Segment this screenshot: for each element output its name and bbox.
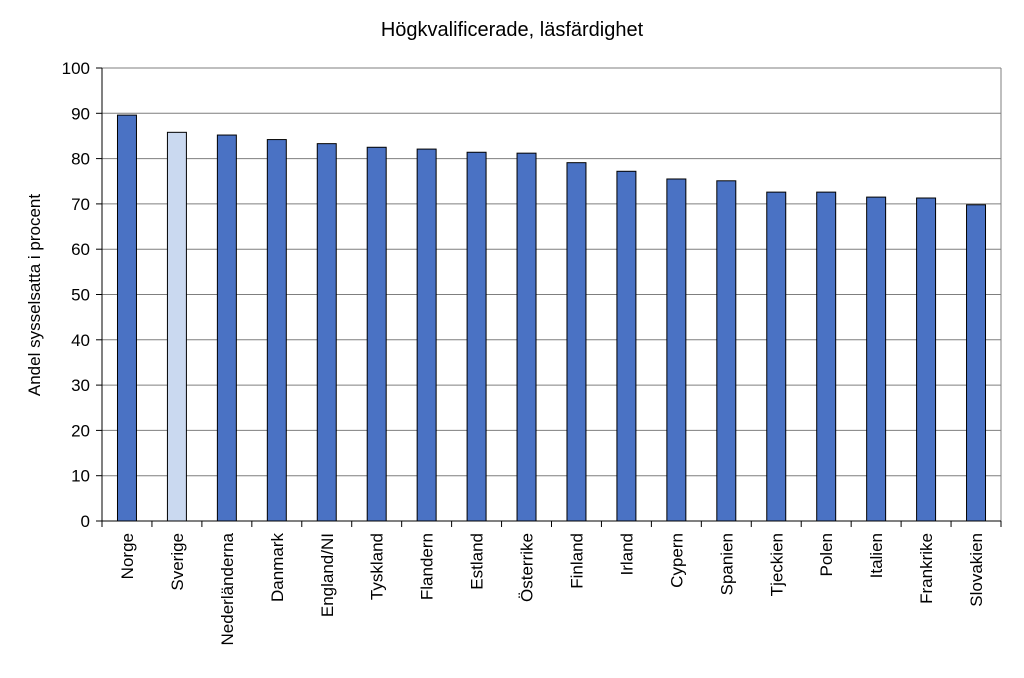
x-tick-label: England/NI [318, 533, 337, 617]
y-tick-labels: 0 10 20 30 40 50 60 70 80 90 100 [62, 59, 90, 531]
y-tick-label: 100 [62, 59, 90, 78]
chart-title: Högkvalificerade, läsfärdighet [381, 19, 644, 41]
y-tick-label: 70 [71, 195, 90, 214]
x-tick-labels: Norge Sverige Nederländerna Danmark England/… [118, 532, 986, 645]
x-tick-label: Tyskland [368, 533, 387, 600]
x-tick-label: Polen [817, 533, 836, 576]
bar-15 [866, 196, 887, 522]
y-tick-label: 30 [71, 376, 90, 395]
y-tick-label: 0 [81, 512, 90, 531]
bar-11 [666, 178, 687, 522]
bar-9 [566, 162, 587, 522]
gridlines [102, 67, 1002, 521]
bar-16 [916, 197, 937, 522]
y-tick-label: 10 [71, 467, 90, 486]
x-tick-label: Norge [118, 533, 137, 579]
bar-5 [366, 146, 387, 522]
bar-6 [416, 148, 437, 522]
y-axis-label: Andel sysselsatta i procent [25, 194, 44, 396]
x-tick-label: Finland [567, 533, 586, 589]
axes [96, 67, 1002, 527]
x-tick-label: Sverige [168, 533, 187, 591]
bar-4 [316, 143, 337, 522]
y-tick-label: 20 [71, 421, 90, 440]
y-tick-label: 80 [71, 150, 90, 169]
x-tick-label: Cypern [667, 533, 686, 588]
bar-3 [266, 139, 287, 522]
bar-8 [516, 152, 537, 522]
y-tick-label: 40 [71, 331, 90, 350]
x-tick-label: Italien [867, 533, 886, 578]
x-tick-label: Flandern [418, 533, 437, 600]
bar-14 [816, 191, 837, 522]
x-tick-label: Österrike [518, 533, 537, 602]
x-tick-label: Nederländerna [218, 532, 237, 645]
bar-1 [166, 131, 187, 522]
bar-7 [466, 151, 487, 522]
x-tick-label: Spanien [717, 533, 736, 595]
bar-13 [766, 191, 787, 522]
bars [116, 114, 987, 522]
x-tick-label: Slovakien [967, 533, 986, 607]
x-tick-label: Irland [617, 533, 636, 576]
x-tick-label: Danmark [268, 533, 287, 602]
x-tick-label: Tjeckien [767, 533, 786, 596]
y-tick-label: 50 [71, 286, 90, 305]
y-tick-label: 90 [71, 104, 90, 123]
bar-10 [616, 170, 637, 522]
y-tick-label: 60 [71, 240, 90, 259]
bar-2 [216, 134, 237, 522]
x-tick-label: Estland [468, 533, 487, 590]
x-tick-label: Frankrike [917, 533, 936, 604]
bar-0 [116, 114, 137, 522]
bar-17 [966, 204, 987, 522]
bar-12 [716, 180, 737, 522]
